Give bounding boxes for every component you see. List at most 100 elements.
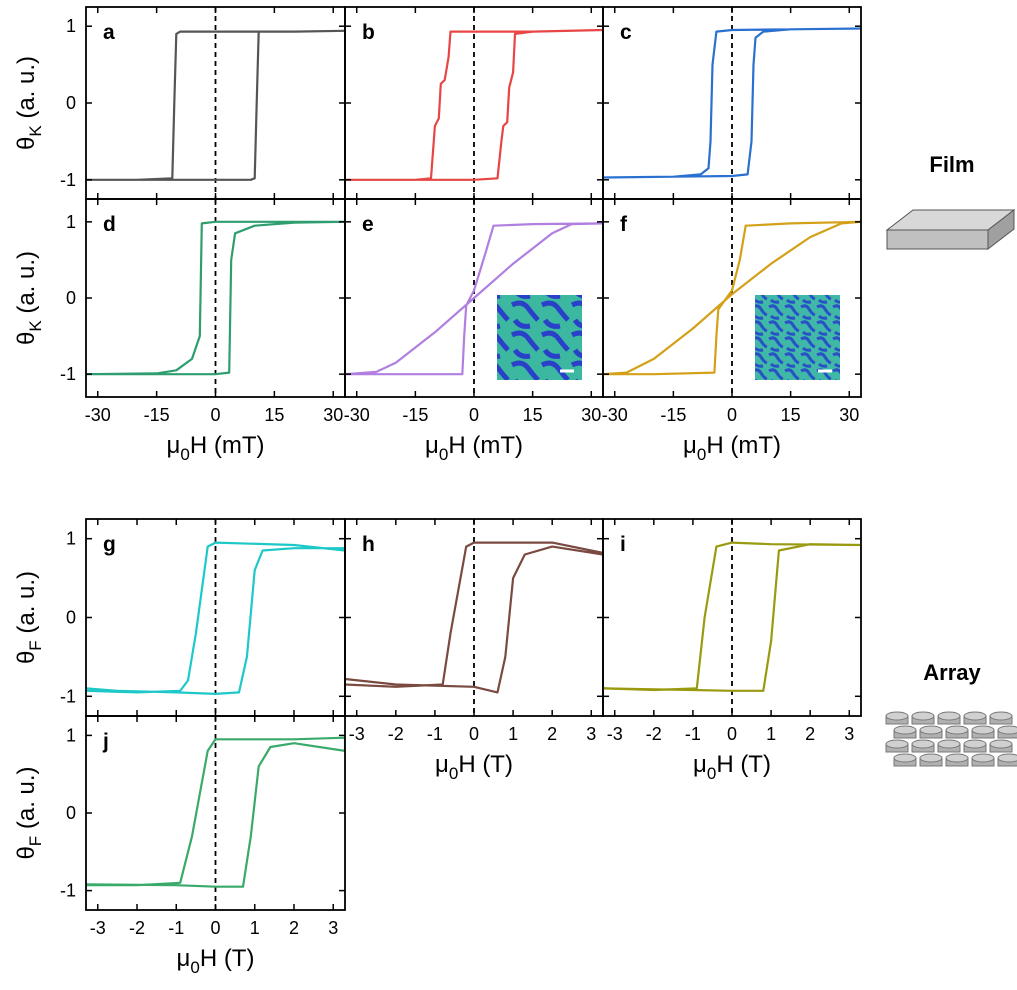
y-axis-label-part: (a. u.)	[13, 766, 40, 835]
x-tick-label: 30	[839, 405, 859, 425]
y-tick-label: 1	[66, 529, 76, 549]
y-axis-label-part: F	[26, 640, 45, 650]
cylinder-top	[893, 753, 917, 763]
x-axis-label-part: 0	[180, 445, 189, 464]
y-tick-label: 1	[66, 212, 76, 232]
y-axis-label-part: (a. u.)	[13, 251, 40, 320]
x-axis-label-part: 0	[439, 445, 448, 464]
panel-label: g	[103, 533, 116, 556]
x-axis-label-part: μ	[435, 751, 449, 778]
loop-line	[86, 29, 345, 181]
cylinder-top	[963, 739, 987, 749]
x-axis-label-part: 0	[190, 958, 199, 977]
x-tick-label: 1	[766, 724, 776, 744]
y-tick-label: -1	[60, 364, 76, 384]
cylinder-top	[911, 739, 935, 749]
loop-line	[603, 27, 861, 179]
x-tick-label: -1	[685, 724, 701, 744]
cylinder-top	[885, 739, 909, 749]
x-tick-label: -15	[660, 405, 686, 425]
cylinder-top	[997, 725, 1017, 735]
loop-line	[86, 736, 345, 888]
x-tick-label: -1	[427, 724, 443, 744]
loop-line	[86, 541, 345, 695]
x-axis-label-part: H (T)	[458, 751, 513, 778]
x-axis-label: μ0H (T)	[177, 945, 255, 977]
y-tick-label: -1	[60, 686, 76, 706]
x-axis-label-part: μ	[683, 432, 697, 459]
x-tick-label: -30	[602, 405, 628, 425]
x-tick-label: 3	[844, 724, 854, 744]
y-axis-label-part: K	[26, 125, 45, 137]
panel-label: d	[103, 213, 116, 236]
x-tick-label: 2	[805, 724, 815, 744]
y-tick-label: 0	[66, 803, 76, 823]
x-tick-label: 0	[727, 724, 737, 744]
y-axis-label: θF (a. u.)	[13, 766, 45, 859]
x-axis-label-part: H (mT)	[190, 432, 265, 459]
y-axis-label-part: θ	[13, 332, 40, 345]
cylinder-top	[911, 711, 935, 721]
panel-label: f	[620, 213, 628, 236]
x-tick-label: -2	[129, 918, 145, 938]
panel-label: e	[362, 213, 374, 236]
x-tick-label: 15	[523, 405, 543, 425]
loop-line	[603, 220, 861, 376]
y-tick-label: 1	[66, 16, 76, 36]
y-axis-label-part: (a. u.)	[13, 571, 40, 640]
cylinder-top	[989, 739, 1013, 749]
plot-area	[603, 220, 861, 376]
y-tick-label: -1	[60, 170, 76, 190]
plot-area	[603, 541, 861, 692]
x-tick-label: 0	[727, 405, 737, 425]
plot-area	[345, 28, 603, 181]
x-tick-label: 15	[264, 405, 284, 425]
x-tick-label: 1	[508, 724, 518, 744]
loop-line	[345, 541, 603, 694]
x-tick-label: 0	[469, 724, 479, 744]
inset-image	[755, 295, 840, 380]
x-tick-label: -1	[168, 918, 184, 938]
x-axis-label-part: H (mT)	[448, 432, 523, 459]
film-icon	[885, 208, 1016, 251]
loop-line	[86, 220, 345, 376]
y-axis-label-part: K	[26, 320, 45, 332]
x-tick-label: 30	[581, 405, 601, 425]
x-axis-label: μ0H (mT)	[167, 432, 265, 464]
x-axis-label-part: H (T)	[716, 751, 771, 778]
cylinder-top	[937, 711, 961, 721]
y-axis-label: θK (a. u.)	[13, 56, 45, 150]
x-tick-label: 3	[586, 724, 596, 744]
plot-area	[345, 541, 603, 694]
x-tick-label: -30	[85, 405, 111, 425]
x-tick-label: -2	[388, 724, 404, 744]
x-tick-label: 15	[781, 405, 801, 425]
plot-area	[86, 29, 345, 181]
x-axis-label-part: μ	[693, 751, 707, 778]
panel-label: j	[102, 730, 109, 753]
x-tick-label: -3	[607, 724, 623, 744]
x-axis-label-part: μ	[425, 432, 439, 459]
x-tick-label: -3	[349, 724, 365, 744]
cylinder-top	[893, 725, 917, 735]
cylinder-top	[945, 753, 969, 763]
cylinder-top	[937, 739, 961, 749]
x-tick-label: 2	[289, 918, 299, 938]
cylinder-top	[963, 711, 987, 721]
x-tick-label: 30	[323, 405, 343, 425]
x-tick-label: -15	[402, 405, 428, 425]
x-tick-label: -2	[646, 724, 662, 744]
array-icon	[885, 711, 1017, 767]
x-axis-label: μ0H (mT)	[425, 432, 523, 464]
y-axis-label: θF (a. u.)	[13, 571, 45, 664]
panel-label: b	[362, 21, 375, 44]
plot-area	[603, 27, 861, 179]
x-tick-label: 0	[210, 918, 220, 938]
cylinder-top	[945, 725, 969, 735]
cylinder-top	[971, 753, 995, 763]
array-label: Array	[923, 660, 981, 685]
y-axis-label-part: θ	[13, 846, 40, 859]
x-axis-label-part: μ	[167, 432, 181, 459]
x-axis-label: μ0H (mT)	[683, 432, 781, 464]
